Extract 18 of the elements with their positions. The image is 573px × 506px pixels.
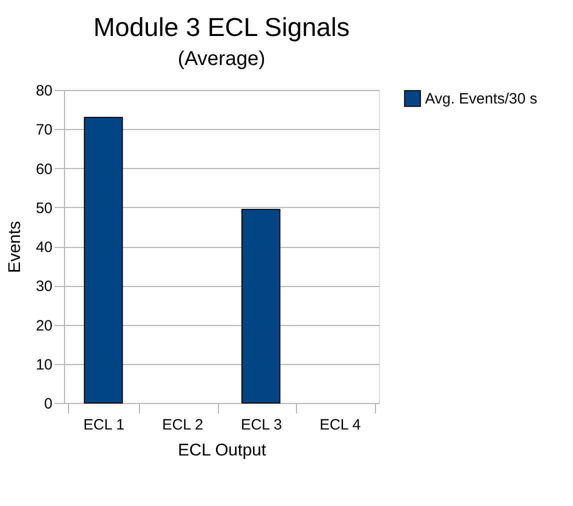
chart-subtitle: (Average) xyxy=(178,48,266,70)
x-tick-label: ECL 1 xyxy=(83,416,124,434)
y-tick-label: 10 xyxy=(36,356,52,374)
legend-label: Avg. Events/30 s xyxy=(425,90,538,108)
y-tick-label: 30 xyxy=(36,278,52,296)
x-tick-label: ECL 2 xyxy=(162,416,204,434)
y-tick-label: 40 xyxy=(36,239,52,256)
y-axis-title: Events xyxy=(4,221,24,273)
y-tick-label: 20 xyxy=(36,317,52,334)
x-tick-label: ECL 3 xyxy=(240,416,282,434)
x-axis-title: ECL Output xyxy=(178,440,266,460)
y-tick-label: 60 xyxy=(36,160,52,178)
y-tick-label: 80 xyxy=(36,82,52,100)
y-tick-label: 70 xyxy=(36,122,52,139)
x-tick-label: ECL 4 xyxy=(320,416,361,434)
y-tick-label: 50 xyxy=(36,200,52,217)
chart-title: Module 3 ECL Signals xyxy=(93,12,350,42)
y-tick-label: 0 xyxy=(44,396,52,412)
